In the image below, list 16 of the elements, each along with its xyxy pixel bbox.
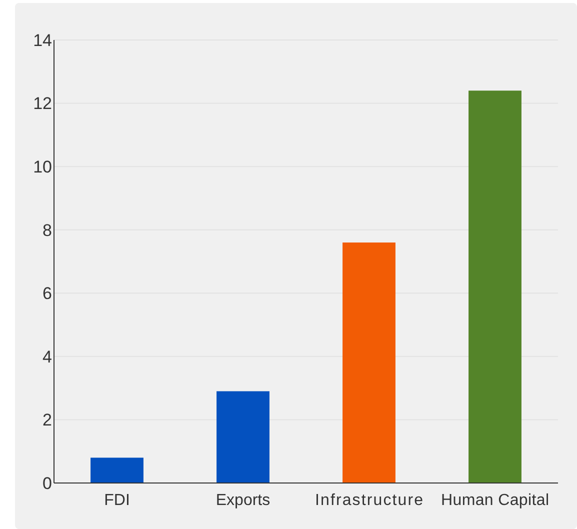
y-tick-label: 6 xyxy=(42,284,52,304)
y-tick-label: 12 xyxy=(33,94,52,114)
bar xyxy=(342,242,396,483)
y-tick-label: 4 xyxy=(42,347,52,366)
y-tick-label: 0 xyxy=(42,474,52,493)
bar xyxy=(468,90,522,483)
y-tick-label: 8 xyxy=(42,220,52,240)
x-tick-label: Infrastructure xyxy=(315,492,424,509)
x-tick-label: Exports xyxy=(216,492,270,509)
y-tick-label: 10 xyxy=(33,158,52,177)
x-tick-label: FDI xyxy=(104,492,130,509)
x-tick-label: Human Capital xyxy=(441,492,549,509)
y-tick-label: 14 xyxy=(33,30,52,50)
bar xyxy=(216,391,270,483)
bar xyxy=(90,458,144,483)
y-tick-label: 2 xyxy=(42,410,52,430)
